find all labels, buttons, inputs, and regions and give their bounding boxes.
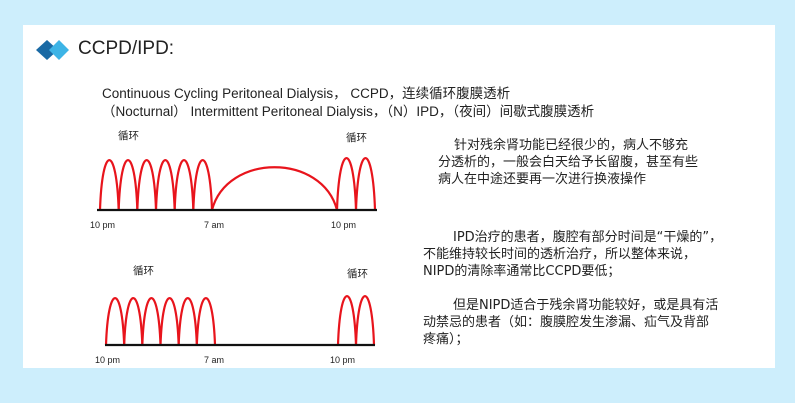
exchange-cycle bbox=[117, 159, 139, 211]
exchange-cycle bbox=[141, 297, 162, 346]
exchange-cycle bbox=[195, 297, 217, 346]
ccpd-time-label: 10 pm bbox=[331, 220, 357, 230]
ipd-cycle-label-right: 循环 bbox=[347, 268, 368, 280]
para1-line: 分透析的，一般会白天给予长留腹，甚至有些 bbox=[438, 155, 699, 170]
exchange-cycle bbox=[192, 159, 214, 211]
exchange-cycle bbox=[354, 157, 377, 211]
ccpd-time-label: 10 pm bbox=[90, 220, 116, 230]
ccpd-time-label: 7 am bbox=[204, 220, 225, 230]
para2-line: 不能维持较长时间的透析治疗，所以整体来说， bbox=[423, 247, 697, 262]
ipd-diagram bbox=[104, 295, 376, 347]
exchange-cycle bbox=[177, 297, 198, 346]
para1-line: 病人在中途还要再一次进行换液操作 bbox=[438, 172, 647, 187]
intro-line-ccpd: Continuous Cycling Peritoneal Dialysis， … bbox=[102, 86, 511, 101]
exchange-cycle bbox=[159, 297, 180, 346]
para3-line: 疼痛）； bbox=[423, 332, 469, 347]
exchange-cycle bbox=[123, 297, 144, 346]
exchange-cycle bbox=[98, 159, 120, 211]
exchange-cycle bbox=[354, 295, 376, 346]
day-dwell bbox=[210, 166, 339, 211]
exchange-cycle bbox=[336, 295, 358, 346]
slide bbox=[23, 25, 775, 368]
ccpd-cycle-label-left: 循环 bbox=[118, 130, 139, 142]
exchange-cycle bbox=[335, 157, 358, 211]
ipd-time-label: 10 pm bbox=[95, 355, 121, 365]
ipd-time-label: 7 am bbox=[204, 355, 225, 365]
exchange-cycle bbox=[104, 297, 126, 346]
para2-line: IPD治疗的患者，腹腔有部分时间是“干燥的”， bbox=[453, 230, 723, 245]
exchange-cycle bbox=[154, 159, 176, 211]
page-title: CCPD/IPD: bbox=[78, 38, 175, 59]
exchange-cycle bbox=[173, 159, 195, 211]
ipd-time-label: 10 pm bbox=[330, 355, 356, 365]
ccpd-cycle-label-right: 循环 bbox=[346, 132, 367, 144]
ipd-cycle-label-left: 循环 bbox=[133, 265, 154, 277]
para3-line: 动禁忌的患者（如：腹膜腔发生渗漏、疝气及背部 bbox=[423, 315, 710, 330]
para1-line: 针对残余肾功能已经很少的，病人不够充 bbox=[454, 138, 689, 153]
logo-icon bbox=[36, 40, 69, 60]
intro-line-ipd: （Nocturnal） Intermittent Peritoneal Dial… bbox=[102, 104, 595, 119]
ccpd-diagram bbox=[97, 157, 377, 212]
exchange-cycle bbox=[136, 159, 158, 211]
para3-line: 但是NIPD适合于残余肾功能较好，或是具有活 bbox=[453, 298, 719, 313]
para2-line: NIPD的清除率通常比CCPD要低； bbox=[423, 264, 621, 279]
